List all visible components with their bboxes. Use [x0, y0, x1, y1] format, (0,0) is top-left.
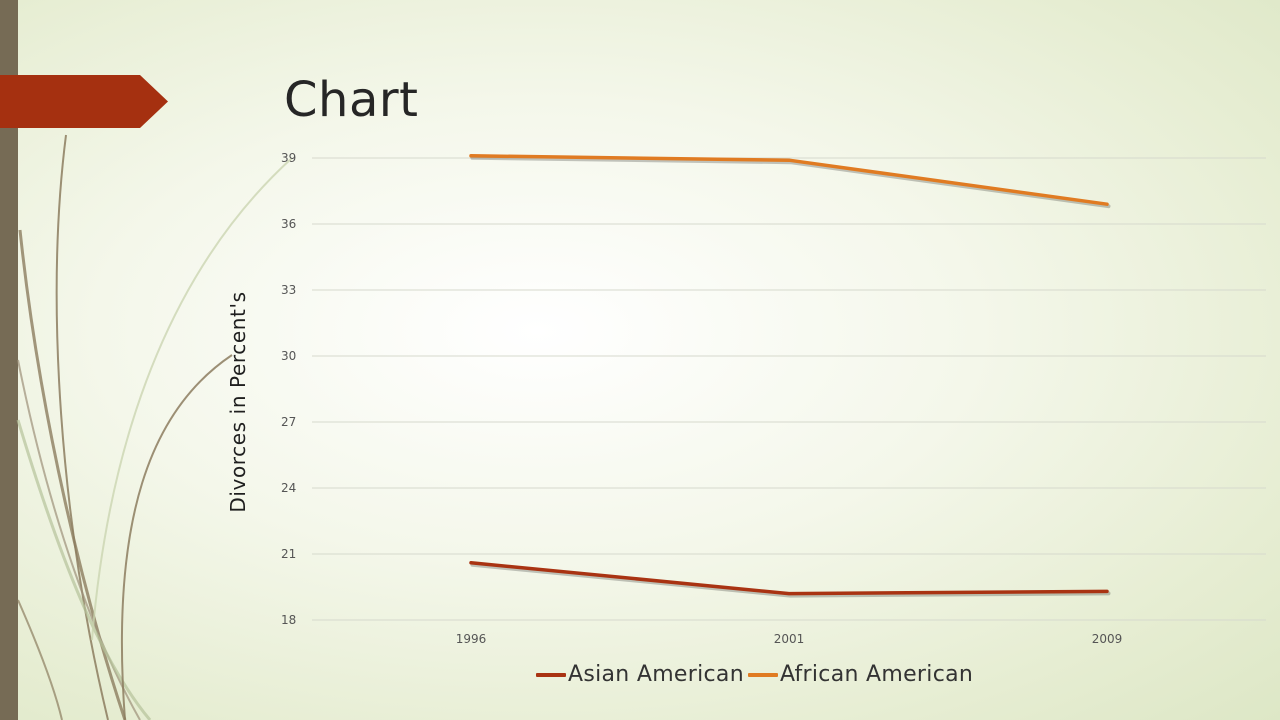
y-tick-label: 27	[281, 415, 296, 429]
x-tick-label: 1996	[456, 632, 487, 646]
y-tick-label: 36	[281, 217, 296, 231]
title-accent-tab	[0, 75, 168, 128]
y-tick-label: 39	[281, 151, 296, 165]
y-tick-label: 30	[281, 349, 296, 363]
y-axis-label: Divorces in Percent's	[226, 291, 250, 513]
legend-swatch-african-american	[747, 672, 778, 677]
x-tick-label: 2001	[774, 632, 805, 646]
y-tick-label: 18	[281, 613, 296, 627]
x-tick-label: 2009	[1092, 632, 1123, 646]
y-tick-label: 24	[281, 481, 296, 495]
left-accent-bar	[0, 0, 18, 720]
chart-legend: Asian American African American	[536, 662, 977, 687]
y-tick-label: 21	[281, 547, 296, 561]
decorative-curves	[16, 134, 293, 720]
legend-label-asian-american: Asian American	[568, 662, 744, 687]
legend-swatch-asian-american	[536, 672, 566, 677]
legend-item-asian-american: Asian American	[536, 662, 744, 687]
series-shadow-asian-american	[470, 562, 1111, 598]
series-shadow-african-american	[470, 155, 1111, 209]
y-tick-label: 33	[281, 283, 296, 297]
series-line-asian-american	[469, 561, 1109, 596]
legend-label-african-american: African American	[779, 662, 974, 687]
series-line-african-american	[469, 154, 1109, 206]
slide-title: Chart	[284, 72, 419, 128]
legend-item-african-american: African American	[747, 662, 974, 687]
